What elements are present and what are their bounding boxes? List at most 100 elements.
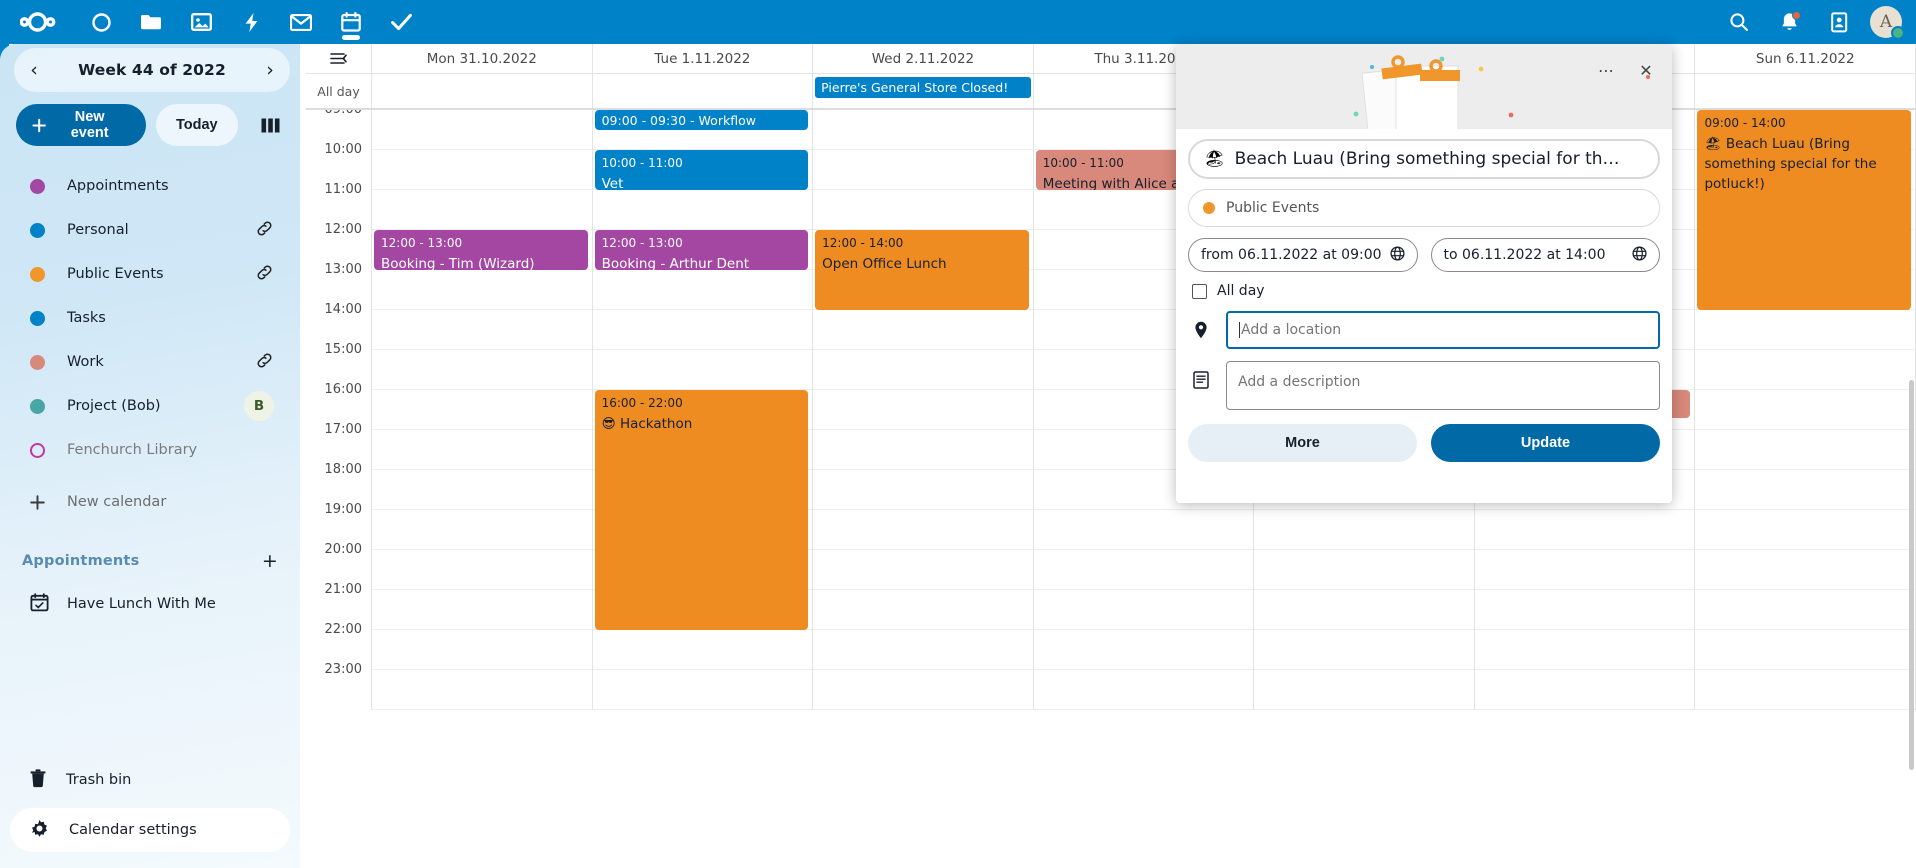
app-icon-dashboard[interactable] xyxy=(76,0,126,44)
close-icon[interactable]: ✕ xyxy=(1639,60,1653,80)
hour-cell[interactable] xyxy=(1254,590,1474,630)
all-day-cell-sun[interactable] xyxy=(1695,74,1916,108)
notifications-button[interactable] xyxy=(1764,0,1814,44)
hour-cell[interactable] xyxy=(372,670,592,710)
hour-cell[interactable] xyxy=(813,190,1033,230)
hour-cell[interactable] xyxy=(1695,310,1916,350)
checkbox-box[interactable] xyxy=(1192,283,1207,299)
calendar-item-appointments[interactable]: Appointments xyxy=(10,164,290,208)
hour-cell[interactable] xyxy=(592,110,813,150)
hour-cell[interactable] xyxy=(1033,390,1254,430)
hour-cell[interactable] xyxy=(1033,470,1254,510)
day-column-wed[interactable]: 12:00 - 14:00 Open Office Lunch xyxy=(813,110,1034,710)
calendar-event[interactable]: 16:00 - 22:00 😎 Hackathon xyxy=(594,390,809,630)
hour-cell[interactable] xyxy=(1695,670,1916,710)
next-week-button[interactable]: › xyxy=(266,59,274,81)
hour-cell[interactable] xyxy=(372,550,592,590)
hour-cell[interactable] xyxy=(813,150,1033,190)
avatar[interactable]: A xyxy=(1870,6,1905,40)
add-appointment-button[interactable]: + xyxy=(261,550,278,572)
hour-cell[interactable] xyxy=(1033,190,1254,230)
hour-cell[interactable] xyxy=(1474,630,1695,670)
hour-cell[interactable] xyxy=(1254,630,1474,670)
hour-cell[interactable] xyxy=(592,270,813,310)
hour-cell[interactable] xyxy=(1033,550,1254,590)
app-icon-files[interactable] xyxy=(126,0,176,44)
share-link-icon[interactable] xyxy=(255,351,274,374)
all-day-cell-mon[interactable] xyxy=(372,74,593,108)
calendar-event[interactable]: 12:00 - 13:00 Booking - Arthur Dent xyxy=(594,230,809,270)
hour-cell[interactable] xyxy=(813,630,1033,670)
hour-cell[interactable] xyxy=(592,310,813,350)
hour-cell[interactable] xyxy=(1695,390,1916,430)
hour-cell[interactable] xyxy=(1254,670,1474,710)
hour-cell[interactable] xyxy=(1695,510,1916,550)
hour-cell[interactable] xyxy=(1695,590,1916,630)
hour-cell[interactable] xyxy=(1033,430,1254,470)
trash-bin-button[interactable]: Trash bin xyxy=(10,758,290,802)
hour-cell[interactable] xyxy=(372,390,592,430)
hour-cell[interactable] xyxy=(813,470,1033,510)
all-day-checkbox[interactable]: All day xyxy=(1192,283,1660,299)
calendar-item-public-events[interactable]: Public Events xyxy=(10,252,290,296)
day-header-tue[interactable]: Tue 1.11.2022 xyxy=(593,44,814,73)
hour-cell[interactable] xyxy=(1474,470,1695,510)
hour-cell[interactable] xyxy=(813,350,1033,390)
day-column-tue[interactable]: 09:00 - 09:30 - Workflow Discussion 10:00… xyxy=(592,110,814,710)
hour-cell[interactable] xyxy=(1033,230,1254,270)
appointment-item-have-lunch-with-me[interactable]: Have Lunch With Me xyxy=(10,582,290,626)
hour-cell[interactable] xyxy=(813,550,1033,590)
day-header-wed[interactable]: Wed 2.11.2022 xyxy=(813,44,1034,73)
hour-cell[interactable] xyxy=(592,670,813,710)
contacts-button[interactable] xyxy=(1814,0,1864,44)
app-icon-mail[interactable] xyxy=(276,0,326,44)
hour-cell[interactable] xyxy=(372,510,592,550)
hour-cell[interactable] xyxy=(813,110,1033,150)
globe-icon[interactable] xyxy=(1389,245,1405,265)
hour-cell[interactable] xyxy=(372,270,592,310)
hour-cell[interactable] xyxy=(813,590,1033,630)
new-calendar-button[interactable]: New calendar xyxy=(10,480,290,524)
hour-cell[interactable] xyxy=(813,510,1033,550)
day-header-mon[interactable]: Mon 31.10.2022 xyxy=(372,44,593,73)
share-link-icon[interactable] xyxy=(255,219,274,242)
collapse-allday-button[interactable] xyxy=(306,44,372,73)
calendar-item-work[interactable]: Work xyxy=(10,340,290,384)
share-link-icon[interactable] xyxy=(255,263,274,286)
all-day-cell-sat[interactable] xyxy=(1475,74,1696,108)
app-icon-calendar[interactable] xyxy=(326,0,376,44)
calendar-grid-scroll[interactable]: 09:0010:00 11:00 12:00 13:00 14:00 15:00 16:00… xyxy=(306,110,1916,868)
calendar-item-fenchurch-library[interactable]: Fenchurch Library xyxy=(10,428,290,472)
day-header-sun[interactable]: Sun 6.11.2022 xyxy=(1695,44,1916,73)
all-day-cell-tue[interactable] xyxy=(593,74,814,108)
week-title[interactable]: Week 44 of 2022 xyxy=(78,61,226,79)
hour-cell[interactable] xyxy=(372,150,592,190)
calendar-settings-button[interactable]: Calendar settings xyxy=(10,808,290,852)
hour-cell[interactable] xyxy=(592,630,813,670)
hour-cell[interactable] xyxy=(592,350,813,390)
hour-cell[interactable] xyxy=(1695,430,1916,470)
hour-cell[interactable] xyxy=(1033,670,1254,710)
hour-cell[interactable] xyxy=(372,630,592,670)
nextcloud-logo[interactable] xyxy=(14,0,76,44)
new-event-button[interactable]: New event xyxy=(16,104,146,146)
hour-cell[interactable] xyxy=(592,190,813,230)
hour-cell[interactable] xyxy=(1254,510,1474,550)
calendar-event[interactable]: 09:00 - 09:30 - Workflow Discussion xyxy=(594,110,809,130)
calendar-event[interactable]: 09:00 - 14:00 🏖 Beach Luau (Bring somethi… xyxy=(1697,110,1912,310)
today-button[interactable]: Today xyxy=(155,104,238,146)
hour-cell[interactable] xyxy=(1033,110,1254,150)
calendar-event[interactable]: 10:00 - 11:00 Vet xyxy=(594,150,809,190)
more-button[interactable]: More xyxy=(1188,424,1417,462)
hour-cell[interactable] xyxy=(1474,510,1695,550)
calendar-event[interactable]: 12:00 - 13:00 Booking - Tim (Wizard) xyxy=(374,230,588,270)
location-input[interactable]: Add a location xyxy=(1226,311,1660,349)
hour-cell[interactable] xyxy=(1033,630,1254,670)
hour-cell[interactable] xyxy=(372,310,592,350)
hour-cell[interactable] xyxy=(372,590,592,630)
day-column-sun[interactable]: 09:00 - 14:00 🏖 Beach Luau (Bring somethi… xyxy=(1695,110,1916,710)
calendar-item-tasks[interactable]: Tasks xyxy=(10,296,290,340)
shared-with-avatar[interactable]: B xyxy=(244,391,274,421)
hour-cell[interactable] xyxy=(1254,550,1474,590)
hour-cell[interactable] xyxy=(1695,630,1916,670)
